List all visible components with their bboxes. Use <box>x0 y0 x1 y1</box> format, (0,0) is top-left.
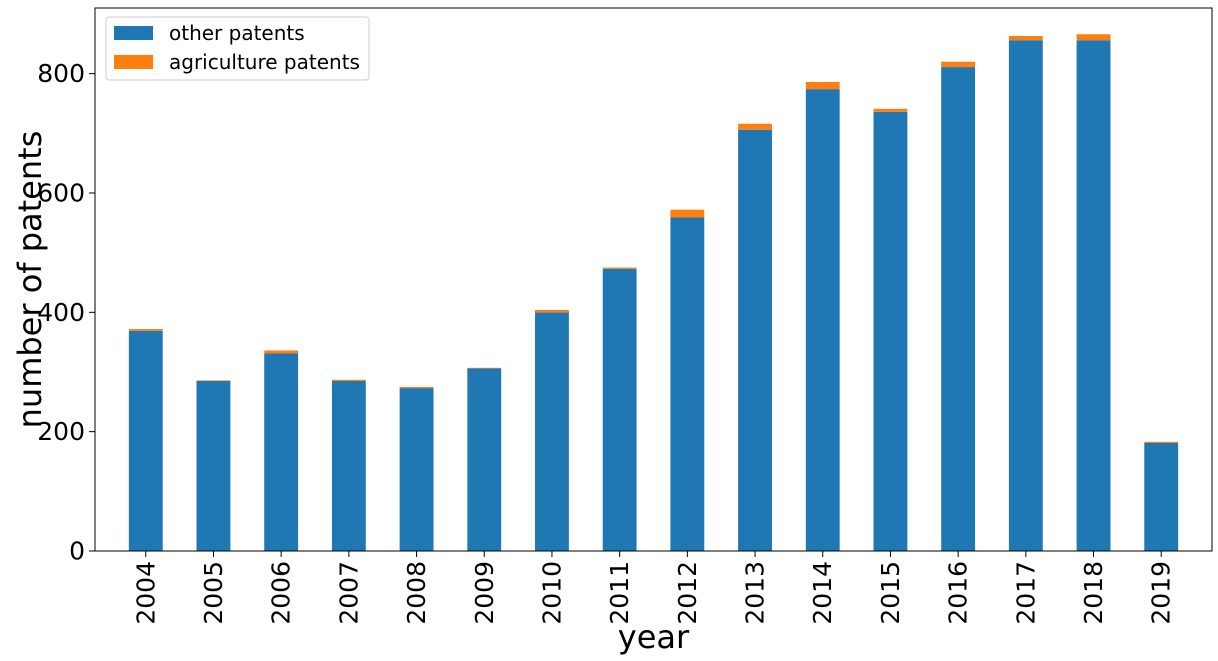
x-axis: 2004 2005 2006 2007 2008 2009 2010 2011 2012 2013… <box>131 551 1175 625</box>
bar-agriculture-2014 <box>806 82 840 89</box>
x-tick-label: 2011 <box>605 561 634 625</box>
bar-agriculture-2008 <box>400 387 434 388</box>
x-tick-label: 2008 <box>402 561 431 625</box>
bar-agriculture-2015 <box>874 109 908 112</box>
x-tick-label: 2017 <box>1011 561 1040 625</box>
bar-agriculture-2018 <box>1077 34 1111 40</box>
bars-group <box>129 34 1178 551</box>
bar-other-2014 <box>806 89 840 551</box>
bar-other-2015 <box>874 112 908 551</box>
bar-agriculture-2010 <box>535 310 569 312</box>
bar-other-2004 <box>129 331 163 551</box>
legend-label-agriculture-patents: agriculture patents <box>169 50 360 74</box>
bar-other-2011 <box>603 269 637 551</box>
bar-agriculture-2005 <box>197 380 231 381</box>
bar-other-2017 <box>1009 40 1043 551</box>
x-tick-label: 2009 <box>470 561 499 625</box>
x-tick-label: 2005 <box>199 561 228 625</box>
bar-other-2012 <box>670 217 704 551</box>
bar-other-2008 <box>400 388 434 551</box>
x-tick-label: 2012 <box>673 561 702 625</box>
x-tick-label: 2013 <box>741 561 770 625</box>
x-tick-label: 2015 <box>876 561 905 625</box>
bar-agriculture-2007 <box>332 380 366 381</box>
bar-other-2007 <box>332 381 366 551</box>
legend-swatch-other-patents <box>114 26 153 40</box>
legend-swatch-agriculture-patents <box>114 55 153 69</box>
x-tick-label: 2006 <box>267 561 296 625</box>
bar-other-2013 <box>738 130 772 551</box>
bar-agriculture-2006 <box>264 351 298 354</box>
x-tick-label: 2004 <box>131 561 160 625</box>
bar-agriculture-2013 <box>738 124 772 130</box>
bar-other-2005 <box>197 381 231 551</box>
bar-agriculture-2019 <box>1144 442 1178 443</box>
bar-other-2010 <box>535 312 569 551</box>
y-tick-label: 800 <box>37 59 85 88</box>
x-tick-label: 2018 <box>1079 561 1108 625</box>
bar-agriculture-2017 <box>1009 36 1043 40</box>
bar-other-2009 <box>467 368 501 551</box>
y-tick-label: 0 <box>69 537 85 566</box>
bar-agriculture-2011 <box>603 268 637 269</box>
plot-frame <box>95 8 1212 551</box>
bar-agriculture-2012 <box>670 210 704 218</box>
bar-agriculture-2009 <box>467 368 501 369</box>
x-axis-title: year <box>618 618 690 656</box>
bar-agriculture-2004 <box>129 329 163 331</box>
x-tick-label: 2014 <box>808 561 837 625</box>
x-tick-label: 2007 <box>334 561 363 625</box>
legend: other patents agriculture patents <box>106 17 369 80</box>
x-tick-label: 2010 <box>537 561 566 625</box>
bar-other-2018 <box>1077 40 1111 551</box>
bar-other-2016 <box>941 67 975 551</box>
x-tick-label: 2016 <box>944 561 973 625</box>
bar-other-2019 <box>1144 443 1178 551</box>
bar-other-2006 <box>264 353 298 551</box>
x-tick-label: 2019 <box>1147 561 1176 625</box>
legend-label-other-patents: other patents <box>169 21 305 45</box>
y-axis-title: number of patents <box>11 131 49 429</box>
bar-agriculture-2016 <box>941 62 975 67</box>
